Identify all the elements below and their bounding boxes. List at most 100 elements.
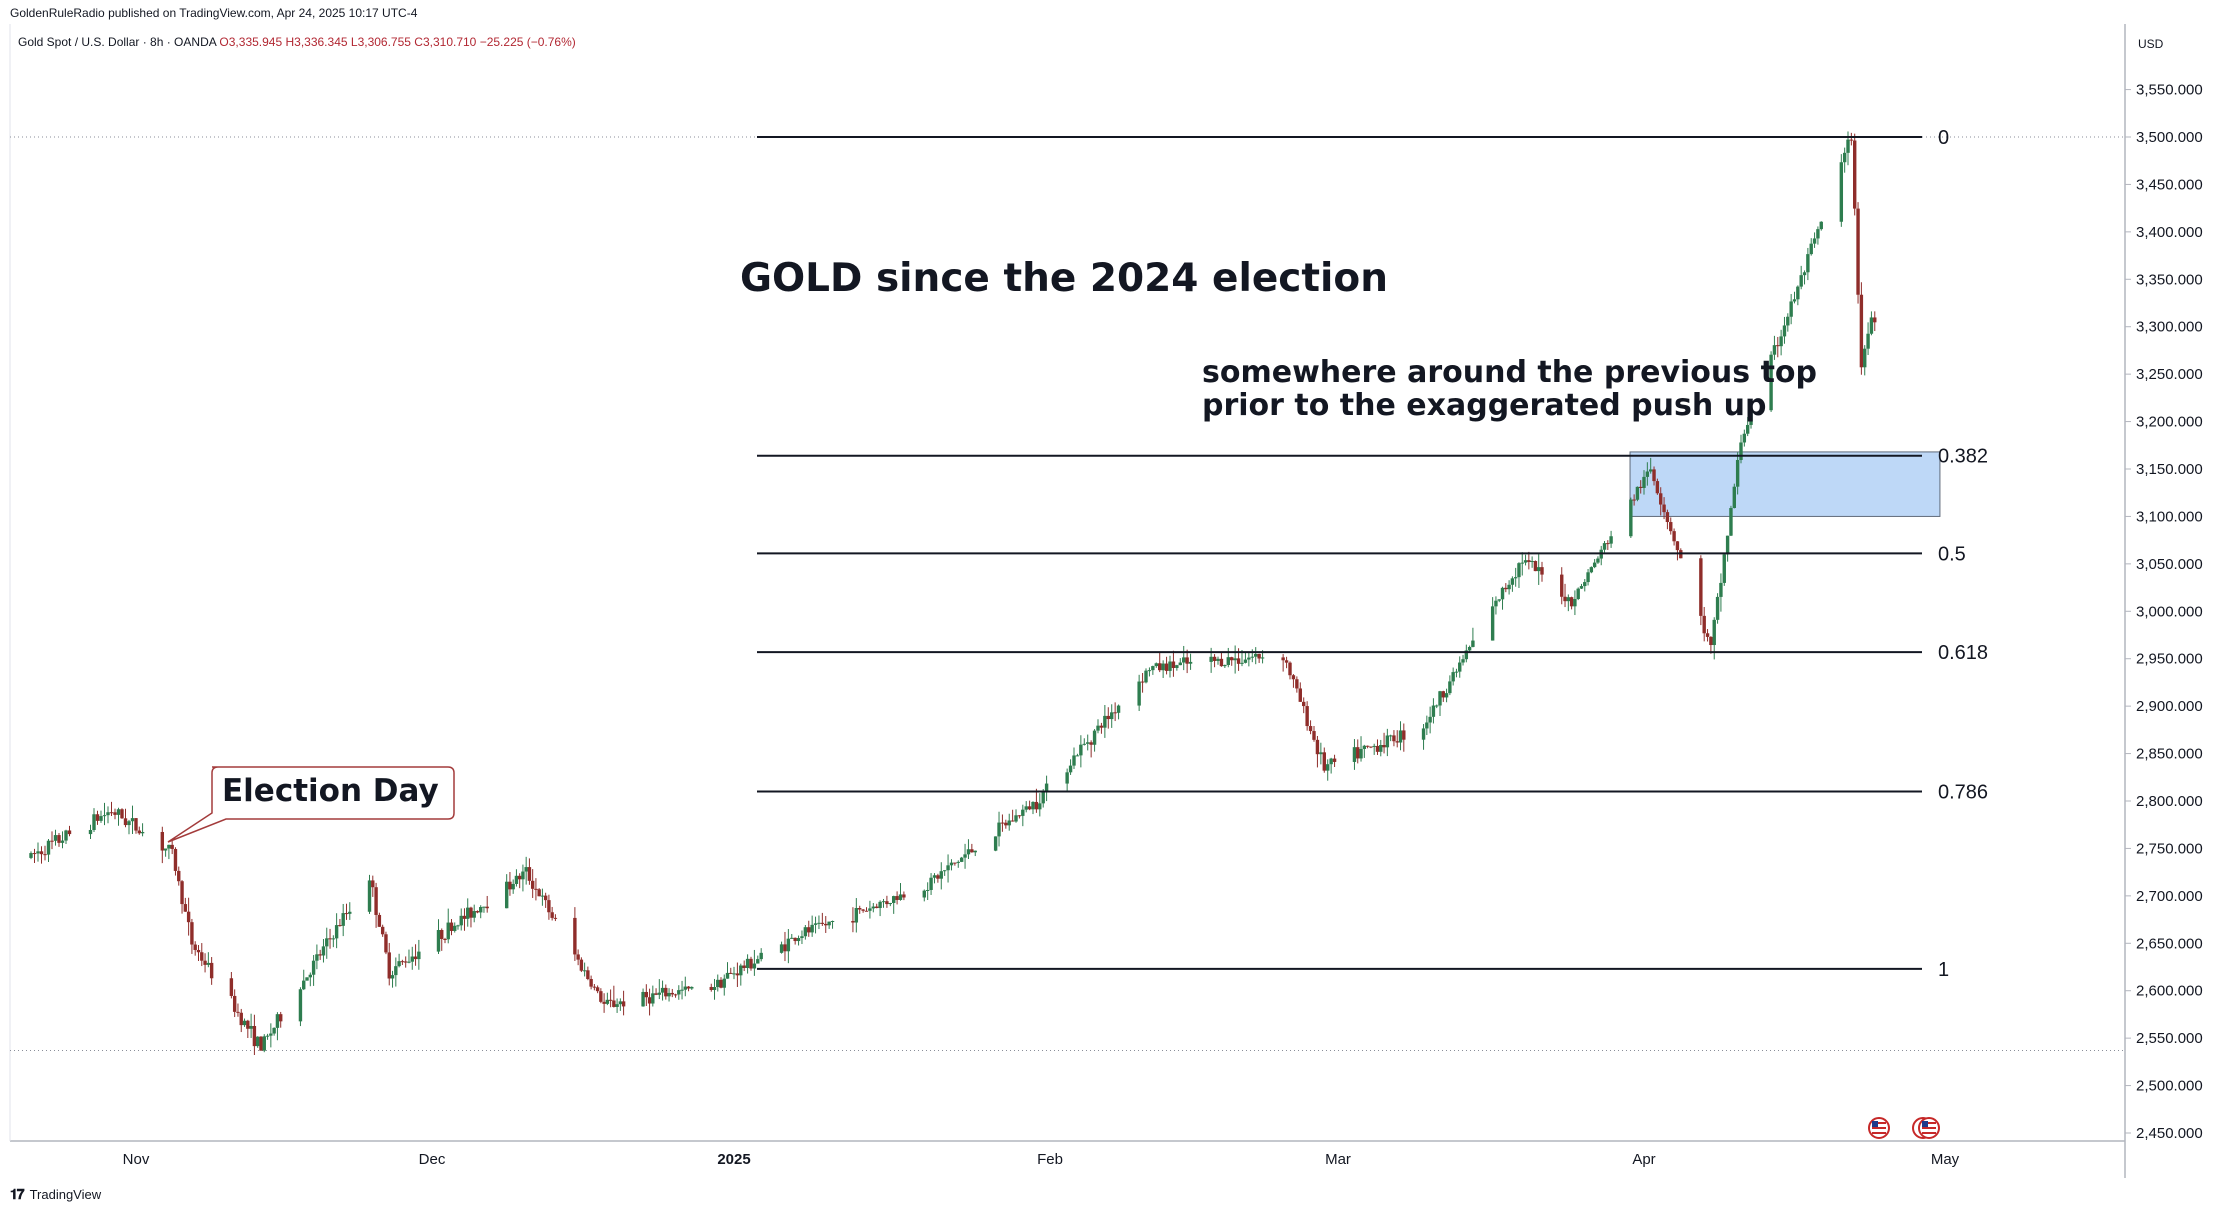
candle [547, 894, 551, 920]
candle [902, 891, 906, 901]
candle [660, 980, 665, 1001]
candle [1725, 535, 1730, 562]
candle [106, 806, 110, 824]
candle [180, 880, 184, 914]
candle [1281, 654, 1285, 672]
candle [1530, 556, 1534, 568]
candle [249, 1013, 253, 1038]
candle [936, 873, 940, 883]
candle [400, 959, 405, 965]
x-tick-label: Dec [419, 1151, 446, 1168]
footer-brand: TradingView [29, 1187, 102, 1202]
candle [820, 912, 825, 926]
candle [956, 860, 960, 868]
candle [1497, 599, 1501, 603]
candle [1507, 580, 1511, 595]
candle [272, 1027, 276, 1036]
candle [1295, 676, 1299, 693]
candle [586, 966, 590, 981]
y-tick-label: 2,750.000 [2136, 840, 2203, 857]
election-callout [167, 766, 455, 843]
candle [436, 919, 441, 955]
resistance-zone [1629, 451, 1941, 517]
candle [868, 900, 872, 919]
publisher-line: GoldenRuleRadio published on TradingView… [10, 6, 418, 20]
candle [756, 955, 760, 964]
candle [803, 925, 808, 940]
candle [259, 1036, 263, 1051]
candle [1137, 674, 1141, 712]
candle [1065, 768, 1069, 791]
candle [1709, 636, 1713, 654]
tradingview-footer[interactable]: 𝟏𝟕 TradingView [10, 1186, 101, 1203]
low-value: L3,306.755 [350, 35, 411, 49]
candle [1448, 675, 1452, 696]
candle [120, 808, 124, 819]
y-tick-label: 3,100.000 [2136, 508, 2203, 525]
currency-label: USD [2138, 37, 2164, 51]
candle [1305, 701, 1309, 731]
candle [196, 945, 201, 961]
chart-title-annotation: GOLD since the 2024 election [740, 256, 1388, 301]
candle [1230, 656, 1234, 666]
price-axis[interactable]: 2,450.000 2,500.000 2,550.000 2,600.000 2,65… [2125, 82, 2203, 1142]
candle [387, 942, 391, 986]
candle [690, 986, 694, 990]
event-flags[interactable] [1868, 1117, 1940, 1139]
candle [550, 906, 554, 921]
candle [1291, 674, 1296, 688]
y-tick-label: 2,800.000 [2136, 793, 2203, 810]
candle [1226, 647, 1230, 668]
candle [1772, 335, 1777, 360]
candle [1569, 596, 1574, 610]
candle [1175, 664, 1179, 671]
us-flag-icon[interactable] [1868, 1117, 1890, 1139]
candle [1388, 734, 1393, 742]
candle [255, 1036, 260, 1048]
candle [1648, 457, 1653, 474]
candle [1796, 285, 1800, 306]
us-flag-icon[interactable] [1912, 1117, 1940, 1139]
candle [1004, 819, 1008, 829]
candle [858, 905, 862, 914]
candle [1602, 540, 1607, 553]
candle [1471, 627, 1475, 648]
candle [1010, 809, 1015, 822]
candle [1739, 434, 1743, 464]
y-tick-label: 3,000.000 [2136, 603, 2203, 620]
candle [380, 924, 385, 937]
candle [641, 988, 645, 1007]
candles [29, 131, 1877, 1056]
candle [252, 1014, 257, 1056]
candle [279, 1011, 283, 1028]
candle [521, 864, 525, 892]
time-axis[interactable]: Nov Dec 2025 Feb Mar Apr May [123, 1151, 1960, 1168]
candle [407, 949, 411, 964]
candle [651, 985, 655, 1007]
candle [790, 933, 794, 939]
candle [1068, 759, 1073, 775]
candle [1635, 486, 1640, 502]
candle [1533, 560, 1538, 572]
candle [1362, 744, 1367, 758]
candle [39, 846, 44, 864]
candle [127, 819, 131, 835]
candle [810, 915, 814, 937]
candle [311, 954, 316, 986]
candle [1322, 747, 1326, 773]
candle [1675, 541, 1680, 561]
candle [302, 969, 306, 991]
candle [673, 993, 678, 998]
candle [469, 906, 473, 928]
candle [321, 939, 326, 963]
candle [1490, 597, 1495, 641]
candle [1599, 545, 1603, 566]
candle [1219, 652, 1224, 667]
candle [1632, 494, 1636, 506]
fib-level-label: 0.5 [1938, 543, 1966, 565]
candle [1392, 730, 1396, 747]
candle [1786, 313, 1790, 332]
x-tick-label: 2025 [717, 1151, 750, 1168]
candle [95, 810, 100, 825]
